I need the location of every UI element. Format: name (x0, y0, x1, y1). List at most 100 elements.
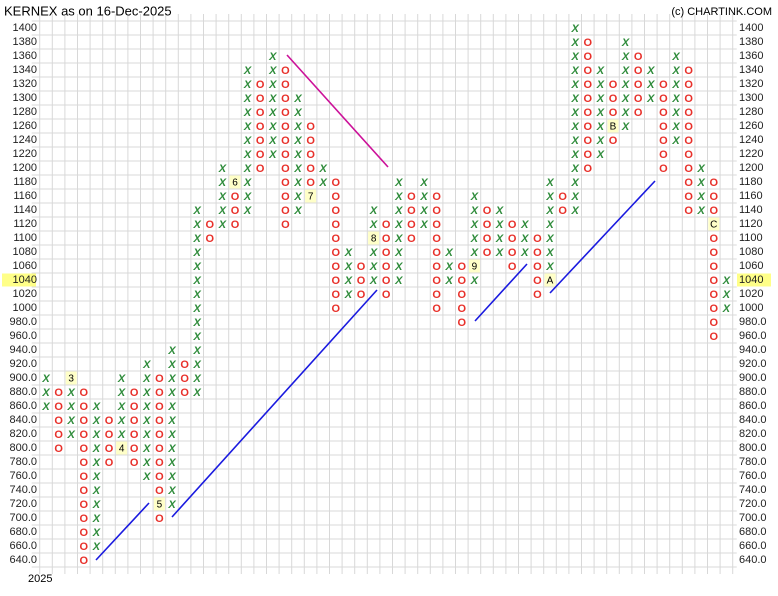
pnf-column: XX (319, 163, 328, 189)
x-box: X (722, 303, 731, 315)
o-box: O (155, 485, 164, 497)
x-box: X (596, 135, 605, 147)
y-tick-label: 1340 (13, 64, 37, 76)
o-box: O (584, 121, 593, 133)
x-box: X (167, 499, 176, 511)
o-box: O (684, 163, 693, 175)
o-box: O (256, 135, 265, 147)
o-box: O (407, 191, 416, 203)
y-tick-label-right: 840.0 (739, 414, 767, 426)
x-box: X (545, 219, 554, 231)
o-box: O (584, 65, 593, 77)
o-box: O (155, 443, 164, 455)
y-tick-label: 1240 (13, 134, 37, 146)
month-marker-box (305, 189, 317, 203)
o-box: O (432, 219, 441, 231)
month-marker: A (547, 276, 554, 287)
x-box: X (92, 541, 101, 553)
y-tick-label: 1060 (13, 260, 37, 272)
o-box: O (382, 233, 391, 245)
o-box: O (432, 247, 441, 259)
o-box: O (533, 275, 542, 287)
x-box: X (293, 177, 302, 189)
x-box: X (596, 121, 605, 133)
x-box: X (596, 107, 605, 119)
o-box: O (54, 415, 63, 427)
x-box: X (722, 289, 731, 301)
x-box: X (445, 275, 454, 287)
o-box: O (155, 457, 164, 469)
x-box: X (41, 373, 50, 385)
o-box: O (256, 121, 265, 133)
x-box: X (722, 275, 731, 287)
o-box: O (659, 163, 668, 175)
x-box: X (671, 135, 680, 147)
y-tick-label-right: 1080 (739, 246, 763, 258)
o-box: O (432, 261, 441, 273)
o-box: O (382, 261, 391, 273)
o-box: O (332, 177, 341, 189)
o-box: O (584, 149, 593, 161)
o-box: O (130, 443, 139, 455)
x-box: X (470, 219, 479, 231)
x-box: X (419, 177, 428, 189)
y-tick-label-right: 1260 (739, 120, 763, 132)
y-tick-label: 960.0 (9, 330, 37, 342)
o-box: O (281, 65, 290, 77)
o-box: O (281, 177, 290, 189)
y-tick-label: 640.0 (9, 554, 37, 566)
o-box: O (306, 163, 315, 175)
x-box: X (621, 121, 630, 133)
o-box: O (609, 79, 618, 91)
y-tick-label: 1260 (13, 120, 37, 132)
o-box: O (357, 289, 366, 301)
x-box: X (369, 219, 378, 231)
x-box: X (293, 107, 302, 119)
month-marker-box (544, 273, 556, 287)
o-box: O (458, 261, 467, 273)
x-box: X (218, 163, 227, 175)
month-marker: 6 (232, 178, 238, 189)
y-tick-label-right: 1240 (739, 134, 763, 146)
o-box: O (584, 163, 593, 175)
y-tick-label: 1160 (13, 190, 37, 202)
month-marker: B (610, 122, 617, 133)
x-box: X (117, 387, 126, 399)
y-tick-label-right: 1300 (739, 92, 763, 104)
x-box: X (545, 205, 554, 217)
pnf-column: XXX (520, 219, 529, 259)
o-box: O (332, 233, 341, 245)
x-box: X (193, 219, 202, 231)
chart-title: KERNEX as on 16-Dec-2025 (4, 3, 172, 18)
o-box: O (584, 51, 593, 63)
x-box: X (92, 527, 101, 539)
o-box: O (710, 261, 719, 273)
o-box: O (659, 135, 668, 147)
y-tick-label: 1380 (13, 36, 37, 48)
x-box: X (394, 219, 403, 231)
y-tick-label-right: 740.0 (739, 484, 767, 496)
trend-line (95, 502, 150, 561)
x-box: X (268, 121, 277, 133)
o-box: O (130, 457, 139, 469)
x-box: X (218, 205, 227, 217)
o-box: O (54, 443, 63, 455)
y-tick-label-right: 980.0 (739, 316, 767, 328)
o-box: O (54, 387, 63, 399)
x-box: X (268, 135, 277, 147)
x-box: X (571, 149, 580, 161)
x-box: X (142, 387, 151, 399)
x-box: X (193, 289, 202, 301)
x-box: X (293, 135, 302, 147)
pnf-column: XXX (445, 247, 454, 287)
x-box: X (268, 51, 277, 63)
o-box: O (332, 247, 341, 259)
o-box: O (306, 121, 315, 133)
